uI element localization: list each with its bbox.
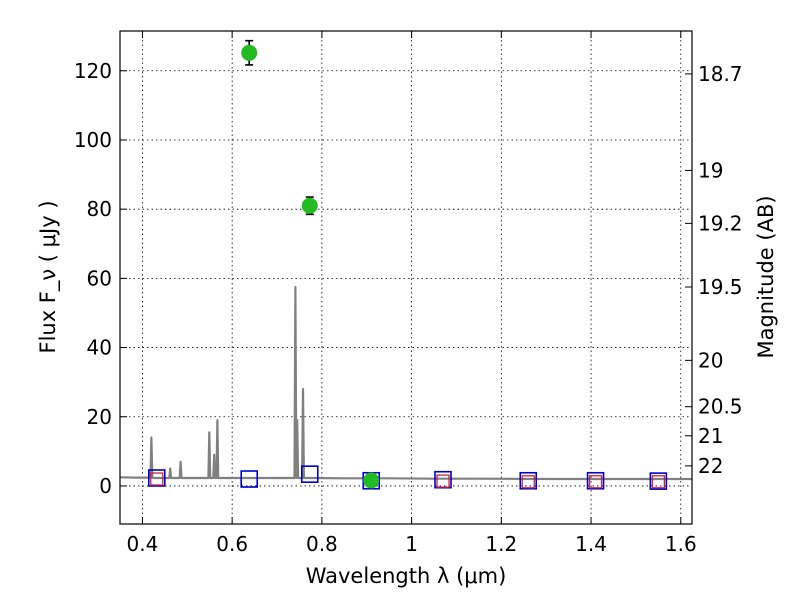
- x-tick-labels: 0.4 0.6 0.8 1 1.2 1.4 1.6: [127, 532, 697, 556]
- observed-photometry-series: [241, 39, 380, 489]
- model-point-red: [150, 472, 164, 486]
- y2-tick-label: 19: [698, 158, 723, 182]
- x-tick-label: 0.4: [127, 532, 159, 556]
- model-point-blue: [300, 465, 319, 483]
- axis-ticks: [120, 31, 692, 524]
- x-tick-label: 1: [405, 532, 418, 556]
- plot-frame: [119, 30, 693, 525]
- model-point-red: [588, 475, 603, 489]
- model-point-blue: [147, 469, 166, 487]
- model-point-blue: [519, 471, 538, 490]
- y-tick-label: 120: [74, 59, 112, 83]
- observed-point: [301, 197, 318, 214]
- model-point-blue: [240, 470, 259, 488]
- model-point-red: [521, 475, 535, 489]
- y2-tick-label: 19.5: [698, 275, 743, 299]
- x-tick-label: 1.6: [665, 532, 697, 556]
- y-tick-label: 40: [87, 336, 112, 360]
- y-tick-label: 100: [74, 128, 112, 152]
- y2-tick-labels: 18.7 19 19.2 19.5 20 20.5 21 22: [698, 62, 743, 478]
- observed-point: [241, 44, 258, 61]
- model-point-blue: [586, 471, 605, 490]
- x-tick-label: 0.6: [216, 532, 248, 556]
- y-tick-label: 20: [87, 405, 112, 429]
- y-tick-label: 60: [87, 266, 112, 290]
- x-axis-label: Wavelength λ (μm): [306, 564, 507, 588]
- x-tick-label: 0.8: [306, 532, 338, 556]
- observed-point: [363, 472, 380, 489]
- y2-tick-label: 18.7: [698, 62, 743, 86]
- y-tick-label: 80: [87, 197, 112, 221]
- model-photometry-series: [147, 465, 668, 490]
- model-point-red: [436, 474, 450, 488]
- y2-tick-label: 22: [698, 454, 723, 478]
- model-point-red: [651, 475, 666, 489]
- y2-tick-label: 21: [698, 424, 723, 448]
- spectrum-line: [120, 285, 692, 481]
- y2-tick-label: 20: [698, 348, 723, 372]
- y2-tick-label: 20.5: [698, 395, 743, 419]
- y2-tick-label: 19.2: [698, 211, 743, 235]
- y-tick-label: 0: [99, 474, 112, 498]
- model-point-blue: [649, 472, 668, 490]
- grid-lines: [120, 31, 692, 524]
- x-tick-label: 1.2: [485, 532, 517, 556]
- x-tick-label: 1.4: [575, 532, 607, 556]
- spectrum-series: [120, 285, 692, 481]
- y-axis-label: Flux F_ν ( μJy ): [36, 200, 61, 353]
- y2-axis-label: Magnitude (AB): [754, 195, 778, 358]
- y-tick-labels: 0 20 40 60 80 100 120: [74, 59, 112, 498]
